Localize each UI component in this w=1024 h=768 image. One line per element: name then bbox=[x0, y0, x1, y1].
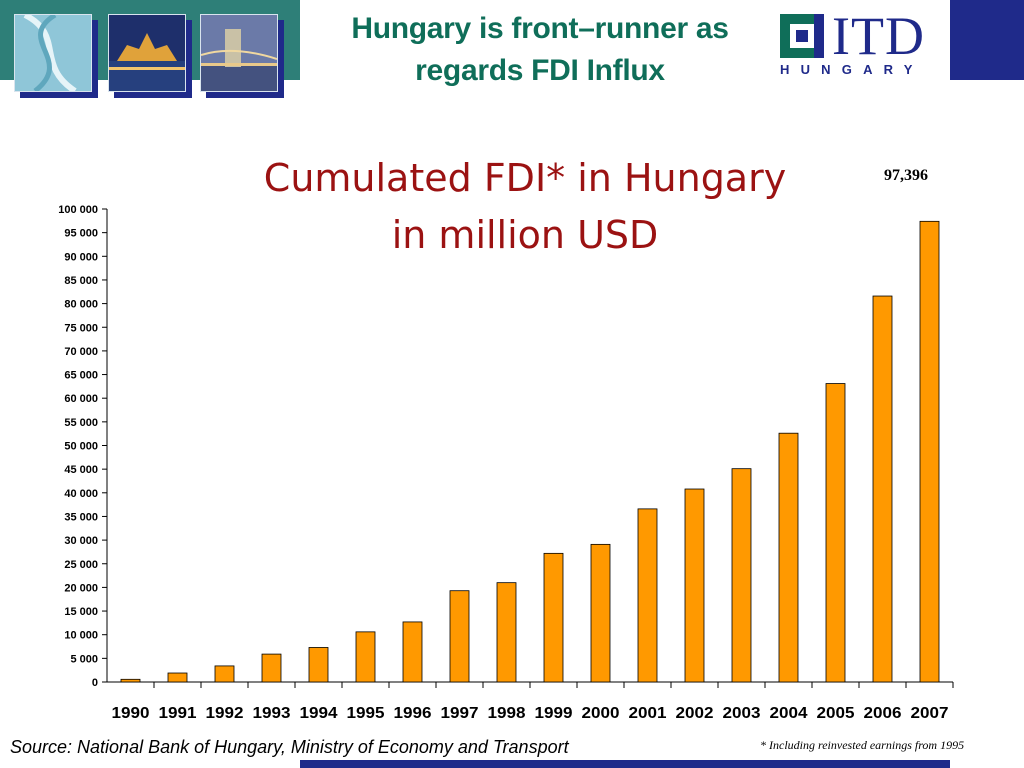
x-tick-label: 2006 bbox=[864, 705, 902, 722]
x-tick-label: 1996 bbox=[394, 705, 432, 722]
x-tick-label: 2004 bbox=[770, 705, 808, 722]
bar-1998 bbox=[496, 582, 517, 683]
x-tick-label: 1990 bbox=[112, 705, 150, 722]
x-tick-label: 2001 bbox=[629, 705, 667, 722]
x-tick-label: 1998 bbox=[488, 705, 526, 722]
itd-hungary-logo: ITD HUNGARY bbox=[778, 6, 944, 78]
logo-subtitle: HUNGARY bbox=[780, 62, 924, 77]
chart-title-line2: in million USD bbox=[391, 213, 659, 257]
slide-title-line1: Hungary is front–runner as bbox=[351, 12, 729, 45]
y-tick-label: 55 000 bbox=[64, 417, 98, 429]
y-tick-label: 25 000 bbox=[64, 559, 98, 571]
y-tick-label: 60 000 bbox=[64, 393, 98, 405]
y-tick-label: 15 000 bbox=[64, 606, 98, 618]
y-tick-label: 35 000 bbox=[64, 511, 98, 523]
y-tick-label: 75 000 bbox=[64, 322, 98, 334]
x-tick-label: 1993 bbox=[253, 705, 291, 722]
y-tick-label: 30 000 bbox=[64, 535, 98, 547]
bar-1999 bbox=[543, 552, 564, 683]
bar-2006 bbox=[872, 295, 893, 683]
x-tick-label: 1992 bbox=[206, 705, 244, 722]
y-tick-label: 65 000 bbox=[64, 370, 98, 382]
chart-title-line1: Cumulated FDI* in Hungary bbox=[263, 156, 787, 200]
x-tick-label: 1991 bbox=[159, 705, 197, 722]
slide-title: Hungary is front–runner as regards FDI I… bbox=[300, 8, 780, 92]
y-tick-label: 50 000 bbox=[64, 441, 98, 453]
x-tick-label: 1997 bbox=[441, 705, 479, 722]
x-tick-label: 2002 bbox=[676, 705, 714, 722]
bar-2004 bbox=[778, 432, 799, 683]
chain-bridge-image bbox=[200, 14, 278, 92]
dna-image bbox=[14, 14, 92, 92]
bar-1991 bbox=[167, 672, 188, 683]
x-tick-label: 1995 bbox=[347, 705, 385, 722]
y-tick-label: 70 000 bbox=[64, 346, 98, 358]
bar-1994 bbox=[308, 647, 329, 683]
y-tick-label: 85 000 bbox=[64, 275, 98, 287]
x-tick-label: 2003 bbox=[723, 705, 761, 722]
y-tick-label: 40 000 bbox=[64, 488, 98, 500]
x-tick-label: 2007 bbox=[911, 705, 949, 722]
y-tick-label: 10 000 bbox=[64, 630, 98, 642]
bar-2007 bbox=[919, 220, 940, 683]
itd-logo-mark-icon bbox=[780, 14, 824, 58]
bar-2005 bbox=[825, 383, 846, 683]
x-tick-label: 1999 bbox=[535, 705, 573, 722]
bar-2002 bbox=[684, 488, 705, 683]
y-tick-label: 95 000 bbox=[64, 228, 98, 240]
slide-title-line2: regards FDI Influx bbox=[415, 54, 665, 87]
bar-1992 bbox=[214, 665, 235, 683]
y-tick-label: 100 000 bbox=[58, 204, 98, 216]
bar-2003 bbox=[731, 468, 752, 683]
fdi-bar-chart: 0 5 000 10 000 15 000 20 000 25 000 30 000 35 0… bbox=[58, 204, 954, 722]
bar-1997 bbox=[449, 590, 470, 683]
y-tick-label: 5 000 bbox=[70, 653, 98, 665]
max-value-callout: 97,396 bbox=[884, 167, 928, 184]
y-tick-label: 45 000 bbox=[64, 464, 98, 476]
y-tick-label: 90 000 bbox=[64, 251, 98, 263]
bar-1995 bbox=[355, 631, 376, 683]
source-note: Source: National Bank of Hungary, Minist… bbox=[10, 737, 569, 757]
y-tick-label: 80 000 bbox=[64, 299, 98, 311]
bar-1996 bbox=[402, 621, 423, 683]
x-tick-label: 1994 bbox=[300, 705, 338, 722]
logo-brand-text: ITD bbox=[832, 6, 925, 66]
header-right-band bbox=[950, 0, 1024, 80]
y-tick-label: 20 000 bbox=[64, 582, 98, 594]
footnote: * Including reinvested earnings from 199… bbox=[760, 738, 965, 752]
bar-2001 bbox=[637, 508, 658, 683]
chart-title: Cumulated FDI* in Hungary in million USD bbox=[230, 150, 820, 264]
x-tick-label: 2005 bbox=[817, 705, 855, 722]
y-tick-label: 0 bbox=[92, 677, 98, 689]
bar-1990 bbox=[120, 678, 141, 683]
bar-1993 bbox=[261, 653, 282, 683]
x-tick-label: 2000 bbox=[582, 705, 620, 722]
footer-band bbox=[300, 760, 950, 768]
bar-2000 bbox=[590, 543, 611, 683]
parliament-night-image bbox=[108, 14, 186, 92]
